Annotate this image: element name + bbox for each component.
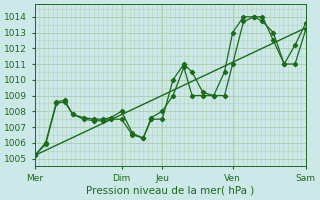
X-axis label: Pression niveau de la mer( hPa ): Pression niveau de la mer( hPa ): [86, 186, 254, 196]
